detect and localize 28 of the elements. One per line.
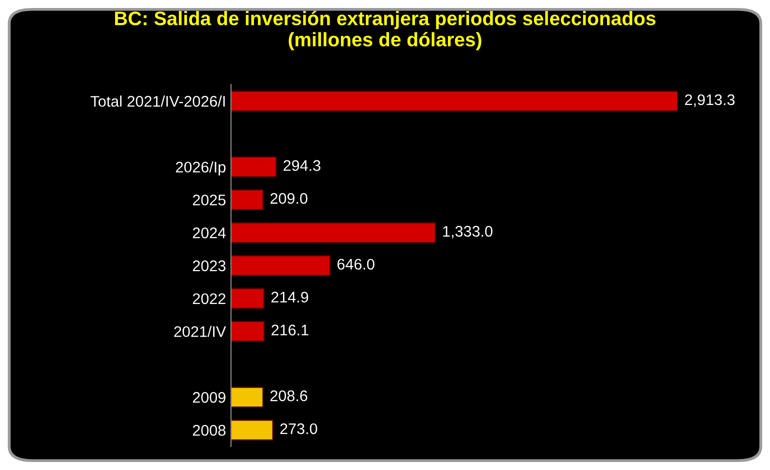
data-label: 1,333.0 (443, 226, 492, 239)
data-label: 208.6 (270, 390, 308, 402)
bar (231, 420, 274, 440)
bar (231, 255, 331, 276)
y-tick-label: 2009 (192, 392, 226, 403)
data-label: 2,913.3 (685, 94, 735, 107)
bar (231, 189, 264, 210)
y-tick-label: 2024 (192, 228, 226, 238)
chart-title: BC: Salida de inversión extranjera periodos seleccionados (millones de dólares) (115, 10, 656, 50)
y-tick-label: 2008 (192, 424, 226, 436)
data-label: 214.9 (271, 292, 308, 303)
y-tick-label: 2026/Ip (176, 161, 226, 176)
y-tick-label: Total 2021/IV-2026/I (90, 96, 225, 107)
y-tick-label: 2023 (192, 260, 226, 272)
data-label: 216.1 (272, 324, 308, 336)
bar (231, 288, 264, 309)
y-tick-label: 2021/IV (174, 326, 226, 338)
bar (231, 90, 678, 112)
bar (231, 156, 277, 178)
data-label: 294.3 (284, 160, 320, 171)
data-label: 273.0 (280, 423, 318, 434)
bar (231, 222, 436, 244)
y-tick-label: 2025 (192, 194, 226, 206)
bar (231, 386, 264, 408)
y-tick-label: 2022 (192, 293, 226, 304)
data-label: 209.0 (270, 193, 308, 204)
data-label: 646.0 (338, 258, 374, 270)
bar (231, 320, 265, 342)
